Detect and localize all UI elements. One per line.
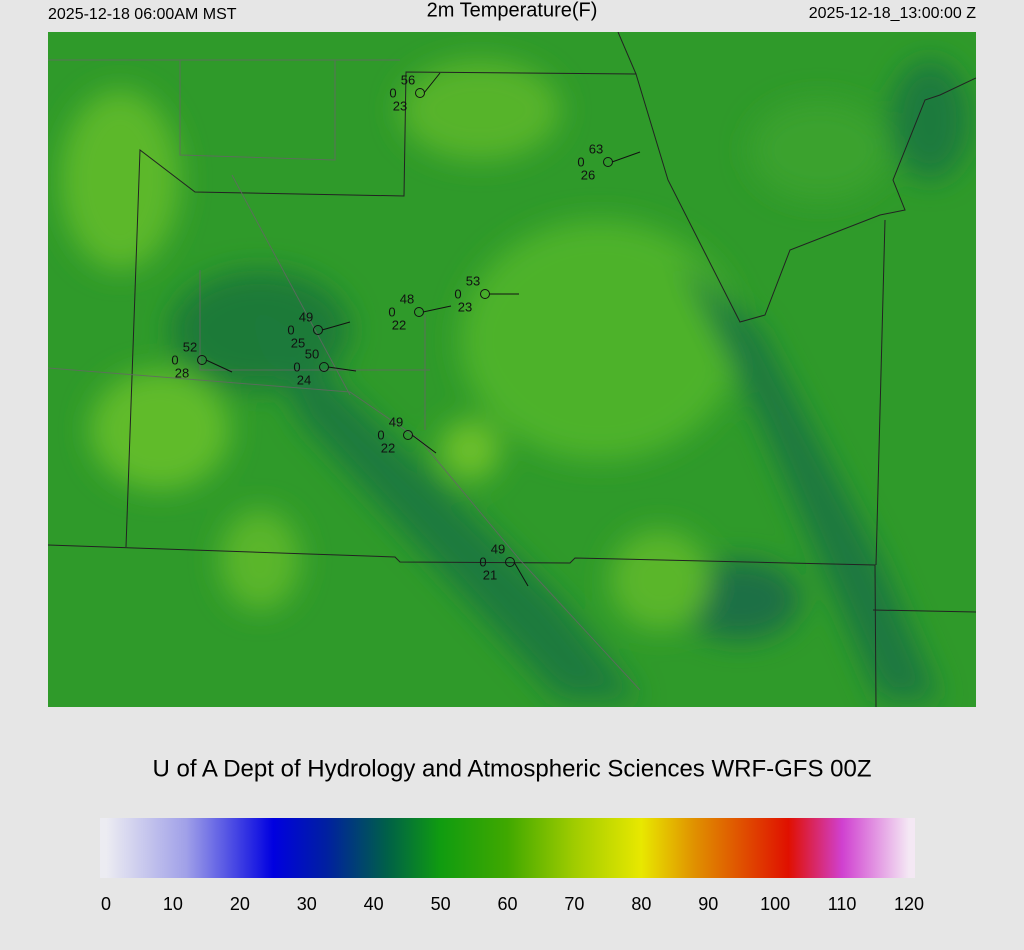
colorbar (100, 818, 915, 878)
temperature: 49 (299, 309, 313, 324)
wind-barb (205, 359, 233, 373)
wind-speed: 0 (577, 154, 584, 169)
colorbar-tick-label: 20 (230, 894, 250, 914)
colorbar-tick-label: 0 (101, 894, 111, 914)
dewpoint: 26 (581, 167, 595, 182)
map (48, 32, 976, 707)
wind-speed: 0 (171, 352, 178, 367)
colorbar-tick-label: 100 (760, 894, 790, 914)
dewpoint: 24 (297, 372, 311, 387)
dewpoint: 28 (175, 365, 189, 380)
temperature: 52 (183, 339, 197, 354)
colorbar-tick-label: 10 (163, 894, 183, 914)
colorbar-tick-label: 40 (364, 894, 384, 914)
wind-speed: 0 (389, 85, 396, 100)
colorbar-tick-label: 80 (631, 894, 651, 914)
temperature: 56 (401, 72, 415, 87)
valid-time: 2025-12-18 06:00AM MST (48, 6, 237, 23)
colorbar-tick-label: 50 (431, 894, 451, 914)
temperature: 63 (589, 141, 603, 156)
wind-speed: 0 (479, 554, 486, 569)
wind-speed: 0 (287, 322, 294, 337)
colorbar-tick-label: 110 (828, 894, 857, 914)
colorbar-tick-label: 70 (564, 894, 584, 914)
credit: U of A Dept of Hydrology and Atmospheric… (153, 755, 872, 782)
colorbar-tick-label: 60 (497, 894, 517, 914)
roads (48, 59, 641, 691)
wind-barb (321, 321, 351, 331)
colorbar-tick-label: 30 (297, 894, 317, 914)
temperature-field (60, 60, 970, 700)
wind-speed: 0 (293, 359, 300, 374)
dewpoint: 23 (458, 299, 472, 314)
wind-barb (611, 151, 641, 163)
wind-speed: 0 (454, 286, 461, 301)
dewpoint: 21 (483, 567, 497, 582)
colorbar-tick-label: 90 (698, 894, 718, 914)
wind-barb (327, 366, 357, 372)
dewpoint: 25 (291, 335, 305, 350)
temperature: 48 (400, 291, 414, 306)
wind-speed: 0 (388, 304, 395, 319)
wind-barb (422, 305, 452, 313)
dewpoint: 22 (381, 440, 395, 455)
temperature: 49 (389, 414, 403, 429)
wind-speed: 0 (377, 427, 384, 442)
dewpoint: 23 (393, 98, 407, 113)
wind-barb (513, 561, 529, 587)
title: 2m Temperature(F) (427, 0, 598, 21)
dewpoint: 22 (392, 317, 406, 332)
temperature: 49 (491, 541, 505, 556)
utc-time: 2025-12-18_13:00:00 Z (809, 5, 976, 22)
temperature: 50 (305, 346, 319, 361)
colorbar-tick-label: 120 (894, 894, 924, 914)
temperature: 53 (466, 273, 480, 288)
wind-barb (423, 72, 441, 94)
wind-barb (411, 434, 437, 454)
boundaries (48, 32, 976, 707)
